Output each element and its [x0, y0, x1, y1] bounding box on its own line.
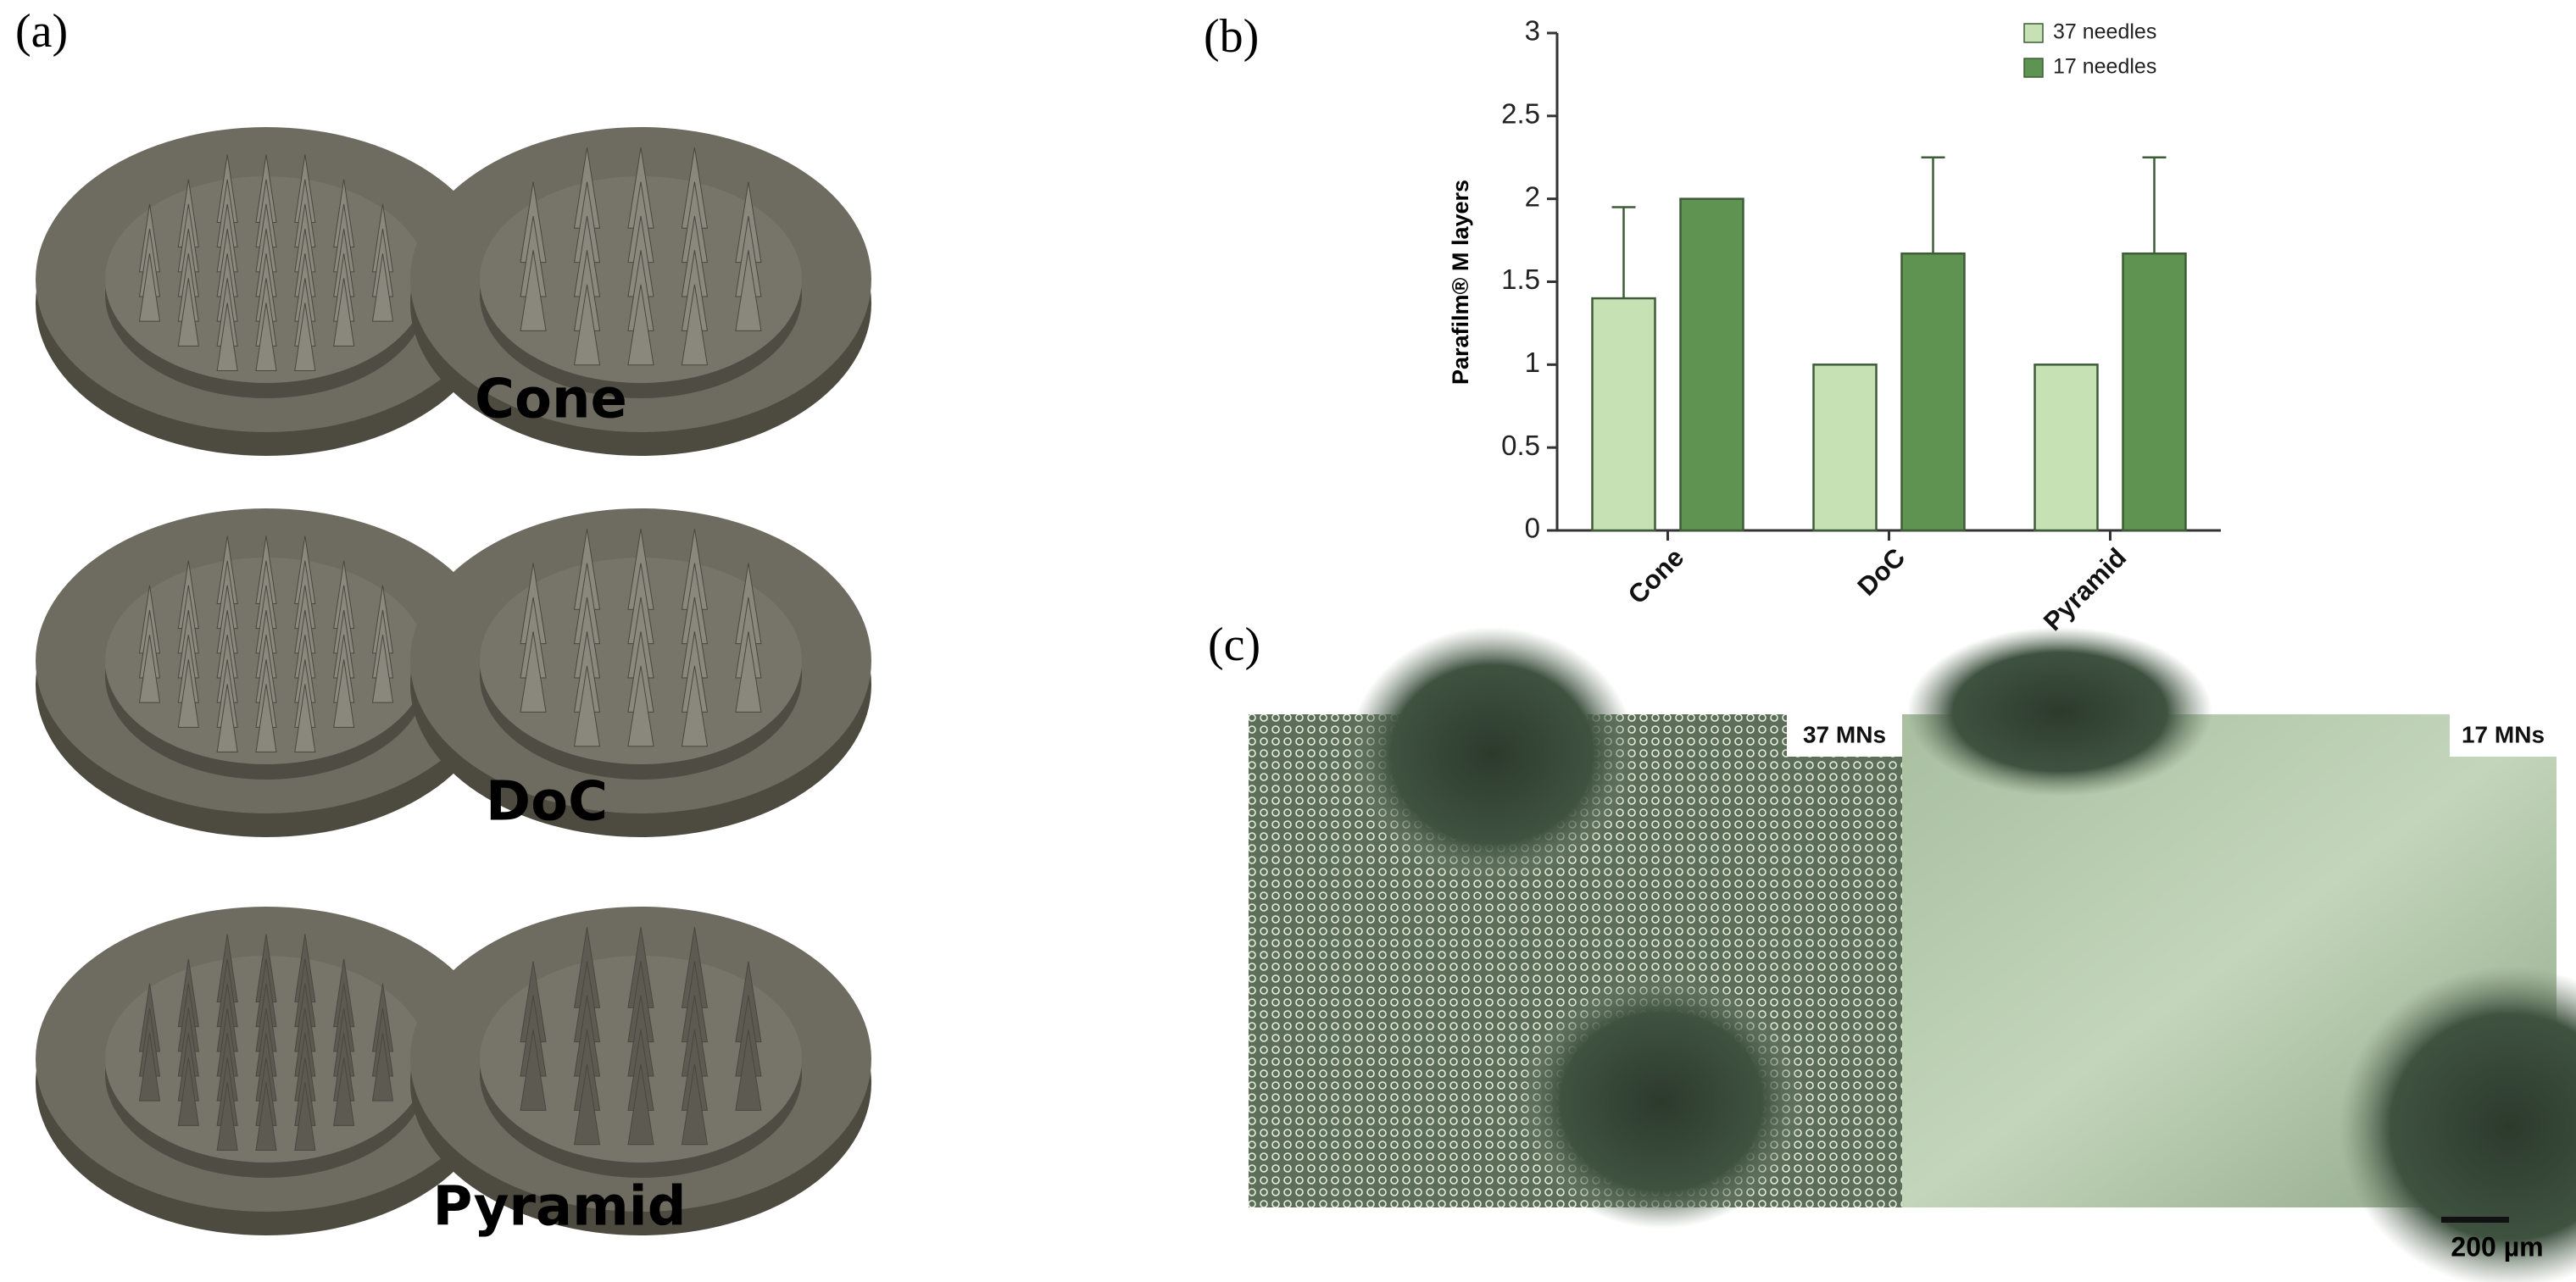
needle [735, 631, 762, 713]
chart: 0 0.5 1 1.5 2 2.5 3 Cone DoC Pyramid 37 needles 17 … [1501, 15, 2221, 636]
image-label: 37 MNs [1803, 721, 1886, 747]
micrograph: 37 MNs 17 MNs 200 µm [1249, 627, 2576, 1282]
panel-label: (c) [1208, 619, 1260, 671]
needle [138, 1033, 161, 1102]
needle [216, 1082, 238, 1151]
needle [627, 665, 654, 747]
needle [216, 302, 238, 371]
error-bar [2142, 156, 2167, 254]
needle [216, 684, 238, 752]
y-tick-label: 0 [1525, 513, 1540, 544]
label-box [2450, 714, 2557, 757]
y-tick-label: 2 [1525, 180, 1540, 212]
needle [681, 284, 709, 366]
needle [294, 684, 316, 752]
label-box [1787, 714, 1902, 757]
needle [177, 659, 199, 728]
design-label: DoC [486, 771, 608, 834]
scale-bar [2441, 1217, 2509, 1223]
needle [371, 635, 394, 703]
needle [520, 631, 547, 713]
needle [735, 1029, 762, 1111]
y-axis-label: Parafilm® M layers [1448, 180, 1473, 385]
needle [138, 635, 161, 703]
bar [1591, 297, 1656, 532]
panel-label: (b) [1204, 10, 1259, 63]
needle [627, 284, 654, 366]
legend-swatch [2023, 58, 2044, 78]
y-tick-label: 2.5 [1501, 98, 1540, 130]
needle [177, 278, 199, 347]
y-tick-label: 0.5 [1501, 430, 1540, 461]
needle [371, 253, 394, 322]
image-label: 17 MNs [2462, 721, 2545, 747]
bar [1812, 364, 1878, 532]
needle [255, 684, 277, 752]
needle [520, 250, 547, 331]
x-tick-label: Cone [1622, 542, 1690, 610]
error-bar [1611, 206, 1636, 299]
needle [681, 665, 709, 747]
error-bar [1921, 156, 1945, 254]
puncture [1907, 627, 2212, 796]
needle [294, 1082, 316, 1151]
y-tick-label: 1.5 [1501, 264, 1540, 295]
scale-bar-label: 200 µm [2451, 1231, 2543, 1262]
needle [333, 278, 355, 347]
needle [520, 1029, 547, 1111]
puncture [1348, 627, 1636, 881]
needle [255, 1082, 277, 1151]
needle [255, 302, 277, 371]
needle [627, 1063, 654, 1146]
x-tick-label: Pyramid [2038, 542, 2132, 636]
legend-label: 37 needles [2053, 20, 2156, 44]
needle [333, 1057, 355, 1126]
x-tick-label: DoC [1851, 542, 1911, 602]
needle [681, 1063, 709, 1146]
needle [371, 1033, 394, 1102]
needle [138, 253, 161, 322]
panel-label: (a) [15, 5, 68, 58]
needle [333, 659, 355, 728]
bar [2034, 364, 2099, 532]
y-tick-label: 3 [1525, 15, 1540, 47]
puncture [1517, 974, 1805, 1229]
needle [573, 1063, 601, 1146]
needle [573, 284, 601, 366]
legend-label: 17 needles [2053, 55, 2156, 79]
legend-swatch [2023, 23, 2044, 43]
panel-a [36, 127, 871, 1235]
needle [177, 1057, 199, 1126]
puncture [2340, 966, 2576, 1282]
needle [735, 250, 762, 331]
bar [2122, 252, 2187, 532]
bar [1679, 197, 1744, 532]
bar [1900, 252, 1966, 532]
needle [573, 665, 601, 747]
design-label: Pyramid [433, 1176, 687, 1239]
design-label: Cone [475, 369, 627, 431]
needle [294, 302, 316, 371]
y-tick-label: 1 [1525, 347, 1540, 378]
